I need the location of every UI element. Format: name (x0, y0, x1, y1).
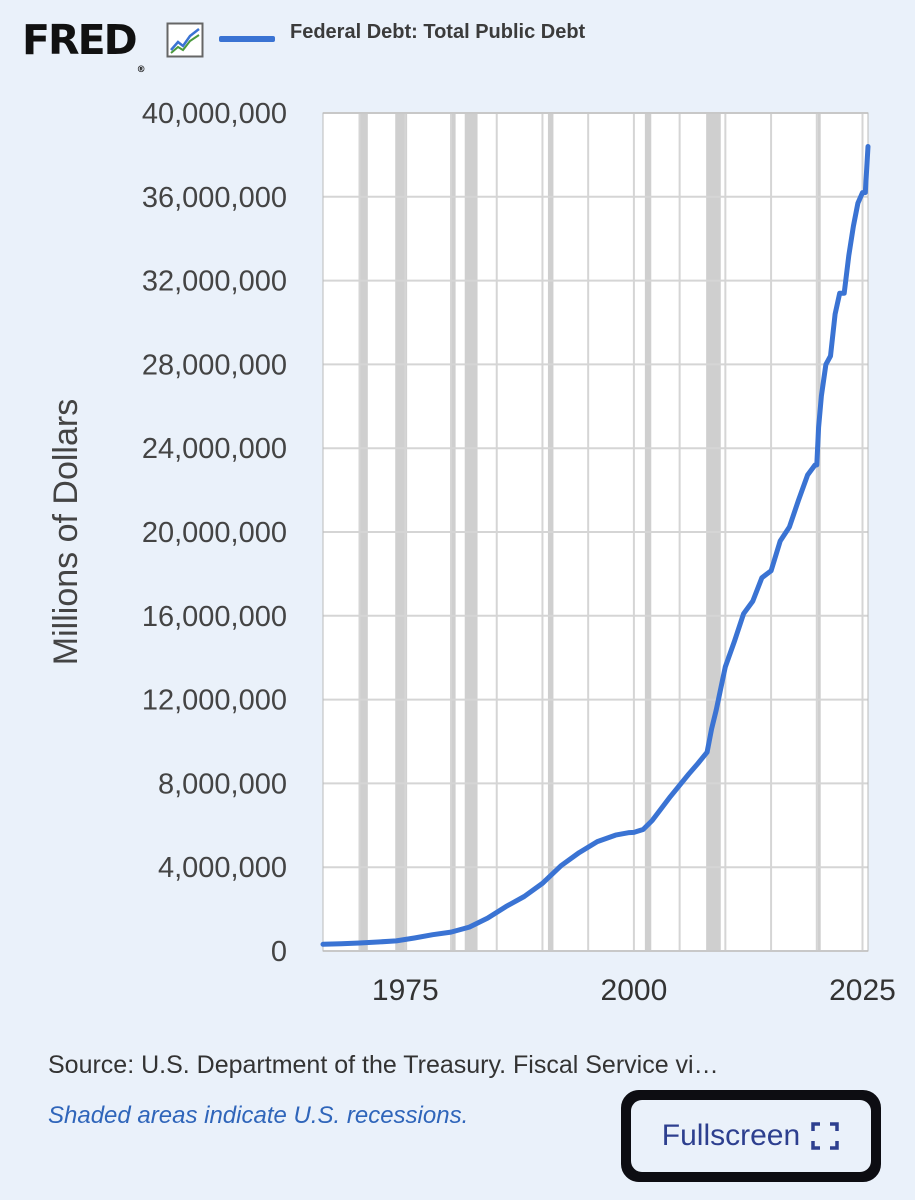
recession-note-link[interactable]: Shaded areas indicate U.S. recessions. (48, 1102, 469, 1129)
legend-label: Federal Debt: Total Public Debt (290, 21, 586, 43)
plot-border (322, 112, 869, 952)
y-axis-label: Millions of Dollars (47, 399, 85, 665)
y-tick-label: 36,000,000 (142, 182, 287, 214)
y-tick-label: 8,000,000 (158, 768, 287, 800)
y-tick-label: 24,000,000 (142, 433, 287, 465)
source-text: Source: U.S. Department of the Treasury.… (48, 1051, 719, 1079)
series-group (320, 144, 871, 947)
y-tick-label: 40,000,000 (142, 98, 287, 130)
fred-logo-registered-mark: ® (136, 65, 146, 75)
legend-swatch (219, 36, 275, 42)
y-tick-label: 4,000,000 (158, 852, 287, 884)
debt-line-chart: 0 4,000,000 8,000,000 12,000,000 16,000,000 2… (47, 98, 896, 1007)
y-tick-label: 20,000,000 (142, 517, 287, 549)
y-tick-label: 28,000,000 (142, 349, 287, 381)
fullscreen-button-face: Fullscreen (631, 1100, 871, 1172)
axes-group: 0 4,000,000 8,000,000 12,000,000 16,000,000 2… (142, 98, 896, 1007)
expand-icon (811, 1122, 839, 1150)
x-tick-label: 2000 (601, 974, 668, 1007)
y-tick-label: 16,000,000 (142, 601, 287, 633)
x-tick-label: 1975 (372, 974, 439, 1007)
fred-logo-text: FRED (22, 16, 138, 64)
y-tick-label: 0 (271, 936, 287, 968)
chart-header: FRED® Federal Debt: Total Public Debt (22, 16, 902, 75)
series-line (320, 144, 871, 947)
trend-graph-icon (166, 22, 204, 58)
fullscreen-label: Fullscreen (661, 1119, 801, 1152)
fullscreen-button[interactable]: Fullscreen (621, 1090, 881, 1182)
y-tick-label: 32,000,000 (142, 266, 287, 298)
y-tick-label: 12,000,000 (142, 685, 287, 717)
fred-logo[interactable]: FRED® (22, 16, 146, 75)
x-tick-label: 2025 (829, 974, 896, 1007)
